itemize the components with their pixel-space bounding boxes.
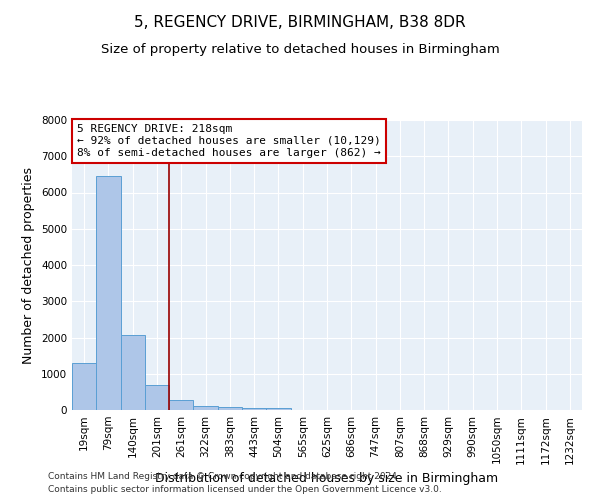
- Bar: [266, 408, 290, 410]
- Text: 5, REGENCY DRIVE, BIRMINGHAM, B38 8DR: 5, REGENCY DRIVE, BIRMINGHAM, B38 8DR: [134, 15, 466, 30]
- Text: Size of property relative to detached houses in Birmingham: Size of property relative to detached ho…: [101, 42, 499, 56]
- Text: Contains HM Land Registry data © Crown copyright and database right 2024.: Contains HM Land Registry data © Crown c…: [48, 472, 400, 481]
- Bar: [193, 406, 218, 410]
- Text: Contains public sector information licensed under the Open Government Licence v3: Contains public sector information licen…: [48, 485, 442, 494]
- Bar: [72, 363, 96, 410]
- Bar: [169, 400, 193, 410]
- Bar: [145, 386, 169, 410]
- Bar: [218, 408, 242, 410]
- Bar: [242, 408, 266, 410]
- Y-axis label: Number of detached properties: Number of detached properties: [22, 166, 35, 364]
- Bar: [96, 176, 121, 410]
- Text: 5 REGENCY DRIVE: 218sqm
← 92% of detached houses are smaller (10,129)
8% of semi: 5 REGENCY DRIVE: 218sqm ← 92% of detache…: [77, 124, 381, 158]
- Bar: [121, 334, 145, 410]
- X-axis label: Distribution of detached houses by size in Birmingham: Distribution of detached houses by size …: [155, 472, 499, 485]
